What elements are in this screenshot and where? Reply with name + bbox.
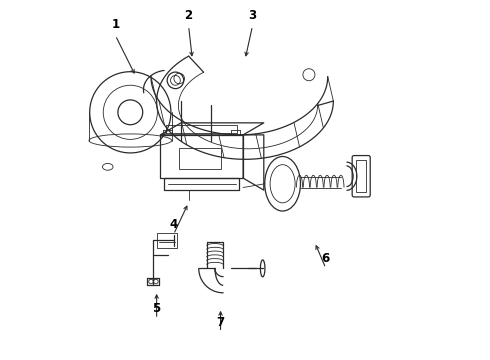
Text: 2: 2 <box>185 9 193 22</box>
Text: 7: 7 <box>217 315 224 329</box>
Bar <box>356 161 367 192</box>
Text: 5: 5 <box>152 302 161 315</box>
Text: 4: 4 <box>170 218 178 231</box>
Text: 6: 6 <box>322 252 330 265</box>
Text: 3: 3 <box>248 9 257 22</box>
Bar <box>157 233 177 248</box>
Bar <box>179 148 220 169</box>
Text: 1: 1 <box>111 18 120 31</box>
